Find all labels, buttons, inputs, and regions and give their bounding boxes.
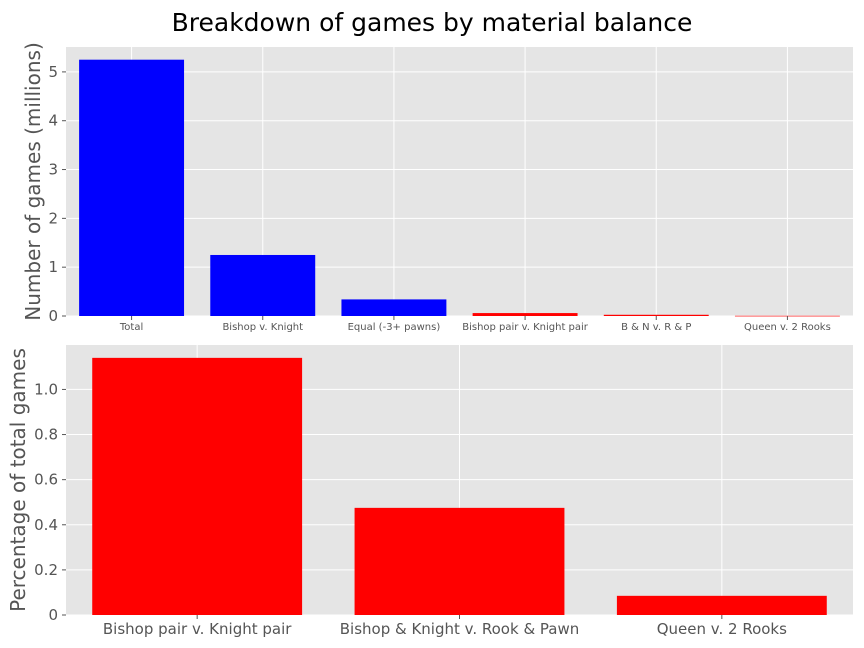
bottom-bar-bishop-pair-v-knight-pair xyxy=(92,357,303,615)
top-xtick-label: Bishop pair v. Knight pair xyxy=(462,322,589,333)
top-xtick-label: B & N v. R & P xyxy=(621,322,691,333)
top-bar-total xyxy=(79,59,185,316)
bottom-ytick-label: 0.6 xyxy=(34,471,58,489)
bottom-bar-bishop-knight-v-rook-pawn xyxy=(354,507,565,615)
top-bar-bishop-v-knight xyxy=(210,254,316,316)
bottom-chart: 0 0.2 0.4 0.6 0.8 1.0 Bishop pair v. Knight pa… xyxy=(6,345,853,638)
bottom-ytick-label: 0.8 xyxy=(34,426,58,444)
bottom-bar-queen-v-2-rooks xyxy=(616,595,827,615)
top-ytick-label: 4 xyxy=(48,112,58,130)
top-ytick-label: 3 xyxy=(48,161,58,179)
bottom-ytick-label: 0.4 xyxy=(34,516,58,534)
top-xtick-label: Equal (-3+ pawns) xyxy=(348,322,441,333)
top-ytick-label: 0 xyxy=(48,307,58,325)
top-bar-equal-3-pawns xyxy=(341,299,447,316)
bottom-xtick-label: Bishop & Knight v. Rook & Pawn xyxy=(340,620,580,638)
bottom-ytick-label: 0 xyxy=(48,606,58,624)
top-bar-bishop-pair-v-knight-pair xyxy=(472,313,578,316)
top-xtick-label: Bishop v. Knight xyxy=(222,322,303,333)
figure-title: Breakdown of games by material balance xyxy=(171,8,693,37)
bottom-ytick-label: 1.0 xyxy=(34,380,58,398)
top-xtick-label: Total xyxy=(119,322,143,333)
top-ylabel: Number of games (millions) xyxy=(21,42,45,321)
bottom-ytick-label: 0.2 xyxy=(34,561,58,579)
top-xtick-label: Queen v. 2 Rooks xyxy=(744,322,831,333)
top-plot-area xyxy=(66,47,853,316)
bottom-ylabel: Percentage of total games xyxy=(6,348,30,612)
bottom-xtick-label: Queen v. 2 Rooks xyxy=(657,620,787,638)
top-ytick-label: 1 xyxy=(48,258,58,276)
top-ytick-label: 5 xyxy=(48,63,58,81)
bottom-xtick-label: Bishop pair v. Knight pair xyxy=(103,620,292,638)
top-chart: 0 1 2 3 4 5 Total Bishop v. Knight Equal (-3+ pa… xyxy=(21,42,853,333)
top-bar-b-n-v-r-p xyxy=(603,314,709,316)
top-ytick-label: 2 xyxy=(48,209,58,227)
